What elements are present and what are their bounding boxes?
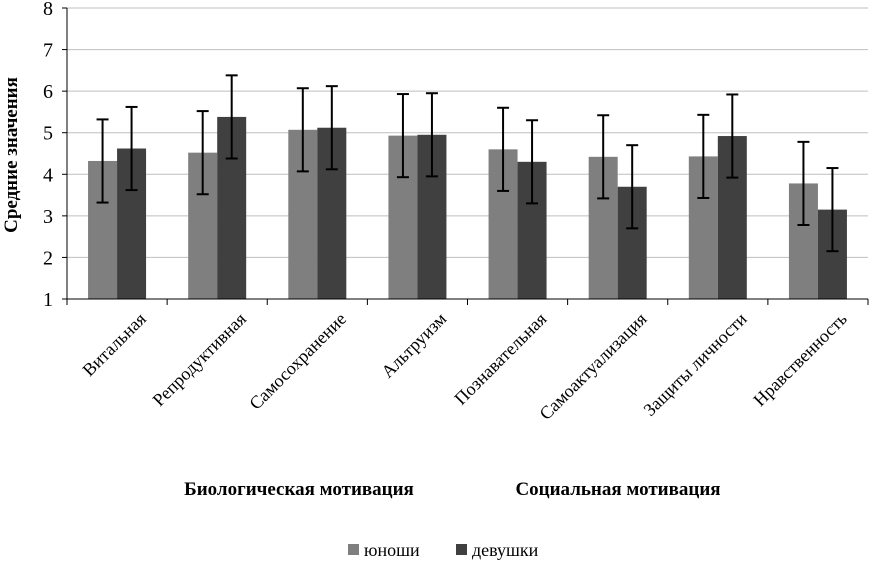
- y-tick-label: 6: [43, 81, 53, 103]
- legend-label-boys: юноши: [364, 540, 420, 560]
- y-tick-label: 3: [43, 206, 53, 228]
- x-category-label: Витальная: [78, 309, 149, 380]
- y-tick-label: 8: [43, 0, 53, 20]
- legend-swatch-girls: [456, 544, 467, 555]
- y-tick-labels: 1 2 3 4 5 6 7 8: [43, 0, 53, 311]
- x-category-label: Самоактуализация: [535, 309, 650, 424]
- axes: [66, 8, 869, 305]
- group-label-social: Социальная мотивация: [515, 479, 720, 500]
- x-category-label: Нравственность: [749, 309, 850, 410]
- x-category-label: Защиты личности: [639, 308, 750, 419]
- x-category-label: Познавательная: [450, 309, 550, 409]
- y-tick-label: 2: [43, 247, 53, 269]
- x-category-label: Альтруизм: [377, 309, 450, 382]
- legend: юноши девушки: [348, 540, 539, 560]
- x-category-label: Самосохранение: [245, 309, 350, 414]
- x-category-label: Репродуктивная: [149, 309, 250, 410]
- legend-swatch-boys: [348, 544, 359, 555]
- bars: [88, 116, 847, 300]
- legend-label-girls: девушки: [472, 540, 539, 560]
- y-tick-label: 5: [43, 123, 53, 145]
- error-bars: [96, 74, 839, 253]
- y-tick-label: 4: [43, 164, 53, 186]
- y-tick-label: 1: [43, 289, 53, 311]
- y-axis-title: Средние значения: [1, 77, 22, 233]
- group-label-biological: Биологическая мотивация: [184, 479, 414, 500]
- y-tick-label: 7: [43, 40, 53, 62]
- gridlines: [62, 7, 868, 300]
